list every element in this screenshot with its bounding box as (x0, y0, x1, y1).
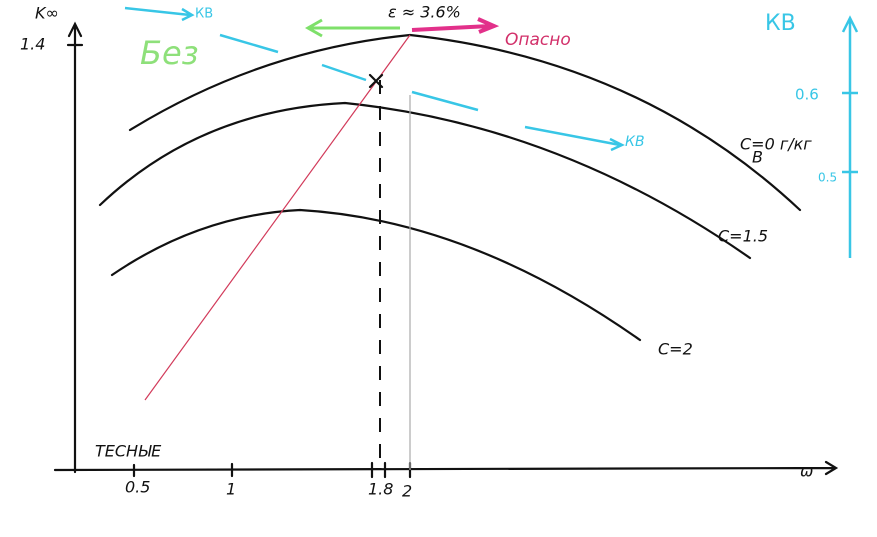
x-tick: 0.5 (125, 478, 150, 497)
x-note: ТЕСНЫЕ (95, 442, 162, 461)
ticks (66, 43, 412, 479)
x-tick: 2 (402, 482, 412, 501)
curve-label: C=0 г/кг (740, 135, 812, 154)
epsilon: ε ≈ 3.6% (388, 3, 461, 22)
without: Без (140, 34, 199, 72)
right-axis (841, 15, 859, 258)
cyan-strokes (219, 33, 625, 152)
kv-top: КВ (195, 7, 213, 22)
y-label: K∞ (35, 4, 59, 23)
x-tick: 1.8 (368, 480, 393, 499)
curve-subscript: B (752, 148, 763, 167)
curve-label: C=1.5 (718, 227, 768, 246)
right-tick: 0.5 (818, 171, 837, 185)
curve-label: C=2 (658, 340, 693, 359)
curve-c15 (98, 101, 752, 260)
x-axis (53, 460, 839, 476)
red-line (144, 34, 411, 401)
right-tick: 0.6 (795, 86, 819, 104)
right-axis-label: КВ (765, 11, 796, 36)
arrow-kv-top (124, 6, 195, 22)
y-axis (67, 21, 83, 474)
danger: Опасно (505, 30, 571, 50)
cross (368, 73, 384, 89)
curve-c0 (128, 33, 802, 212)
x-tick: 1 (226, 480, 236, 499)
green-arrow (304, 18, 400, 38)
y-tick: 1.4 (20, 35, 45, 54)
kv-mid: КВ (625, 134, 645, 150)
curve-c2 (110, 208, 642, 342)
x-label: ω (800, 462, 813, 481)
magenta-arrow (411, 17, 500, 34)
